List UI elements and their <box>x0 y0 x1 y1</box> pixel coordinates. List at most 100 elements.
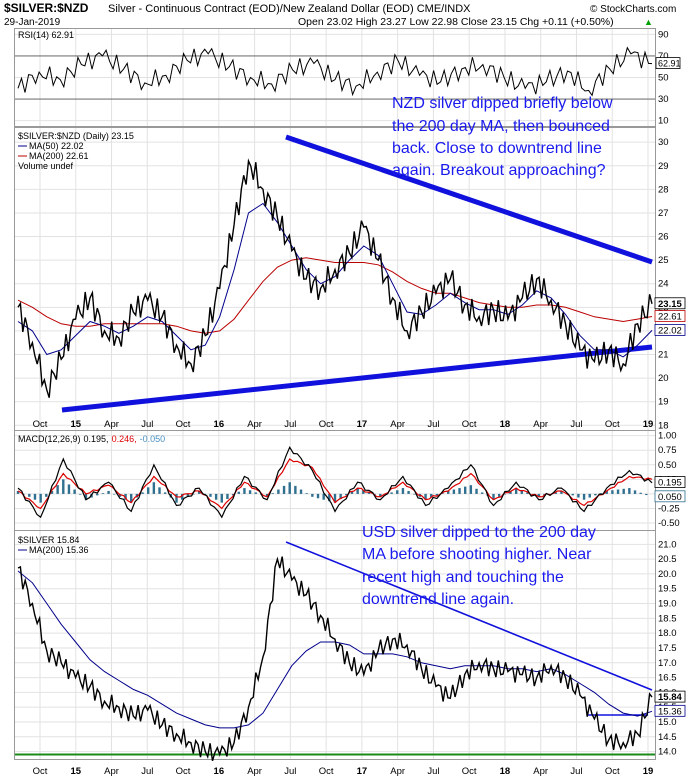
macd-histogram-bar <box>130 493 133 503</box>
macd-histogram-bar <box>554 492 557 494</box>
y-tick-label: 10 <box>658 116 669 127</box>
macd-histogram-bar <box>209 493 212 497</box>
usd-price-labels: 15.84 15.36 <box>654 690 686 717</box>
symbol-description: Silver - Continuous Contract (EOD)/New Z… <box>108 3 471 15</box>
macd-histogram-bar <box>243 488 246 494</box>
rsi-series-line <box>17 46 653 97</box>
x-tick-label: Apr <box>533 766 548 777</box>
y-tick-label: 25 <box>658 255 669 266</box>
x-tick-label: Oct <box>605 419 620 430</box>
x-tick-label: Oct <box>462 419 477 430</box>
macd-histogram-bar <box>328 493 331 502</box>
x-tick-label: Apr <box>104 419 119 430</box>
y-tick-label: 28 <box>658 184 669 195</box>
x-tick-label: Apr <box>533 419 548 430</box>
macd-histogram-bar <box>299 489 303 494</box>
y-tick-label: 30 <box>658 94 669 105</box>
macd-histogram-bar <box>197 490 201 494</box>
usd-annotation-line3: recent high and touching the <box>362 569 564 586</box>
macd-panel-frame <box>14 430 656 531</box>
macd-value-label-box <box>654 476 686 488</box>
macd-histogram <box>16 479 648 503</box>
y-tick-label: 18 <box>658 420 669 431</box>
macd-histogram-bar <box>101 493 105 494</box>
macd-histogram-bar <box>571 493 574 496</box>
macd-histogram-bar <box>277 489 280 494</box>
macd-value-label: 0.195 <box>658 478 682 489</box>
macd-histogram-bar <box>28 493 31 497</box>
x-tick-label: 17 <box>357 419 368 430</box>
macd-histogram-bar <box>611 490 614 494</box>
macd-histogram-bar <box>560 490 563 494</box>
macd-histogram-bar <box>214 493 218 500</box>
macd-histogram-bar <box>622 488 625 494</box>
usd-price-line <box>17 556 653 761</box>
macd-histogram-bar <box>226 493 229 499</box>
macd-histogram-bar <box>192 493 195 495</box>
nzd-legend-volume: Volume undef <box>18 161 74 171</box>
y-tick-label: 26 <box>658 232 669 243</box>
macd-line <box>17 445 653 519</box>
y-tick-label: 50 <box>658 73 669 84</box>
x-tick-label: Apr <box>247 419 262 430</box>
macd-histogram-bar <box>339 493 342 499</box>
x-tick-label: 19 <box>643 766 654 777</box>
macd-histogram-bar <box>163 492 167 494</box>
macd-histogram-bar <box>146 487 150 494</box>
x-tick-label: Oct <box>462 766 477 777</box>
macd-histogram-bar <box>633 490 637 494</box>
x-tick-label: Jul <box>570 766 582 777</box>
y-tick-label: 90 <box>658 29 669 40</box>
macd-histogram-bar <box>537 493 540 497</box>
nzd-legend: $SILVER:$NZD (Daily) 23.15 MA(50) 22.02 … <box>18 131 134 171</box>
usd-annotation-line4: downtrend line again. <box>362 591 514 608</box>
y-tick-label: 19.0 <box>658 599 677 610</box>
x-tick-label: 18 <box>500 419 511 430</box>
macd-histogram-bar <box>582 493 586 500</box>
x-tick-label: Oct <box>33 419 48 430</box>
nzd-annotation-line2: the 200 day MA, then bounced <box>392 118 610 135</box>
usd-annotation-line1: USD silver dipped to the 200 day <box>362 524 596 541</box>
x-tick-label: Oct <box>605 766 620 777</box>
macd-histogram-bar <box>413 493 416 495</box>
x-tick-label: Apr <box>247 766 262 777</box>
x-tick-label: Jul <box>141 766 153 777</box>
y-tick-label: 19.5 <box>658 584 677 595</box>
macd-histogram-bar <box>33 493 37 500</box>
macd-histogram-bar <box>16 490 20 494</box>
x-tick-label: Jul <box>570 419 582 430</box>
y-tick-label: 30 <box>658 137 669 148</box>
macd-histogram-bar <box>282 485 286 494</box>
macd-histogram-bar <box>503 493 507 495</box>
quote-line: Open 23.02 High 23.27 Low 22.98 Close 23… <box>298 16 614 28</box>
usd-price-label: 15.84 <box>658 692 682 703</box>
macd-histogram-bar <box>645 493 648 496</box>
macd-histogram-bar <box>492 493 495 500</box>
rsi-reference-lines <box>15 55 655 100</box>
y-tick-label: 70 <box>658 51 669 62</box>
macd-histogram-bar <box>605 490 608 494</box>
y-tick-label: 0.75 <box>658 445 677 456</box>
macd-histogram-bar <box>435 493 439 496</box>
nzd-legend-price: $SILVER:$NZD (Daily) 23.15 <box>18 131 134 141</box>
usd-downtrend-line <box>285 541 653 691</box>
x-tick-label: Jul <box>284 419 296 430</box>
macd-panel: 1.000.750.500.250.00-0.25-0.50 MACD(12,2… <box>16 431 686 529</box>
x-tick-label: 15 <box>70 766 81 777</box>
watermark: © StockCharts.com <box>590 4 676 15</box>
y-tick-label: -0.50 <box>658 518 680 529</box>
x-tick-label: Oct <box>33 766 48 777</box>
macd-histogram-bar <box>497 493 501 497</box>
nzd-price-label-box <box>654 324 686 336</box>
macd-histogram-bar <box>362 490 365 494</box>
usd-x-axis: Oct 15 Apr Jul Oct 16 Apr Jul Oct 17 Apr Jul Oct 18 Ap… <box>33 766 654 777</box>
x-tick-label: Oct <box>176 419 191 430</box>
y-tick-label: 17.0 <box>658 658 677 669</box>
y-tick-label: 20.5 <box>658 554 677 565</box>
nzd-annotation-line1: NZD silver dipped briefly below <box>392 95 613 112</box>
macd-histogram-bar <box>79 493 82 495</box>
nzd-x-axis: Oct 15 Apr Jul Oct 16 Apr Jul Oct 17 Apr Jul Oct 18 Ap… <box>33 419 654 430</box>
usd-price-label: 15.36 <box>658 706 682 717</box>
y-tick-label: 29 <box>658 161 669 172</box>
macd-histogram-bar <box>509 490 512 494</box>
